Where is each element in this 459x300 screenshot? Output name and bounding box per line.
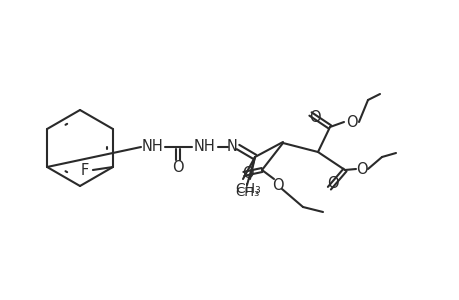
Text: N: N bbox=[226, 139, 237, 154]
Text: NH: NH bbox=[142, 139, 163, 154]
Text: O: O bbox=[346, 115, 357, 130]
Text: CH₃: CH₃ bbox=[234, 187, 258, 200]
Text: O: O bbox=[326, 176, 338, 191]
Text: O: O bbox=[272, 178, 283, 193]
Text: O: O bbox=[241, 166, 253, 181]
Text: O: O bbox=[355, 161, 367, 176]
Text: NH: NH bbox=[194, 139, 215, 154]
Text: O: O bbox=[172, 160, 184, 175]
Text: F: F bbox=[81, 163, 89, 178]
Text: CH₃: CH₃ bbox=[235, 182, 260, 196]
Text: O: O bbox=[308, 110, 320, 124]
